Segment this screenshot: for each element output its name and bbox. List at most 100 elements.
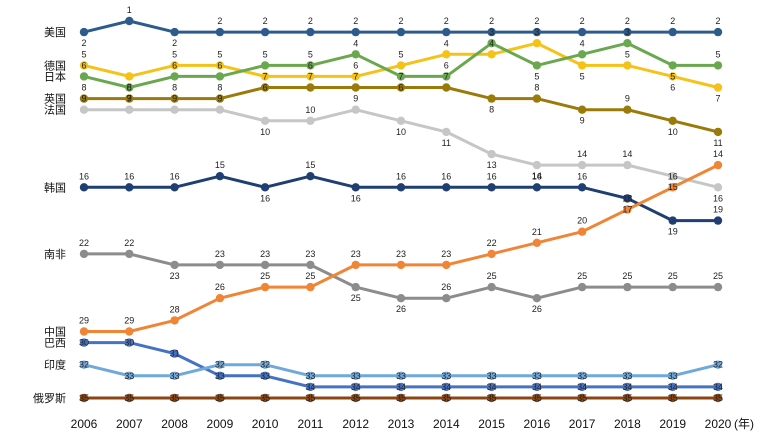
rank-value-label: 2 <box>172 38 177 48</box>
year-tick-label: 2017 <box>569 417 596 431</box>
data-point <box>713 127 723 137</box>
data-point <box>713 61 723 70</box>
rank-value-label: 10 <box>396 127 406 137</box>
rank-value-label: 22 <box>487 238 497 248</box>
data-point <box>351 260 360 270</box>
data-point <box>623 105 632 114</box>
rank-value-label: 16 <box>396 171 406 181</box>
data-point <box>713 183 723 192</box>
data-point <box>125 249 134 259</box>
rank-value-label: 4 <box>580 38 585 48</box>
rank-value-label: 9 <box>625 94 630 104</box>
rank-value-label: 8 <box>534 83 539 93</box>
data-point <box>260 282 270 292</box>
rank-value-label: 5 <box>217 49 222 59</box>
data-point <box>215 393 225 403</box>
rank-value-label: 35 <box>305 393 315 403</box>
data-point <box>396 61 406 70</box>
data-point <box>442 393 451 403</box>
data-point <box>306 72 315 81</box>
rank-value-label: 31 <box>170 349 180 359</box>
rank-value-label: 9 <box>127 94 132 104</box>
data-point <box>260 83 270 92</box>
data-point <box>532 393 542 403</box>
data-point <box>442 72 451 81</box>
rank-value-label: 35 <box>713 393 723 403</box>
rank-value-label: 16 <box>170 171 180 181</box>
data-point <box>713 160 723 170</box>
data-point <box>577 50 587 59</box>
rank-value-label: 3 <box>625 27 630 37</box>
data-point <box>442 294 451 303</box>
data-point <box>351 50 360 59</box>
country-label: 美国 <box>44 26 66 39</box>
data-point <box>577 61 587 70</box>
data-point <box>623 205 632 214</box>
rank-value-label: 5 <box>263 49 268 59</box>
rank-value-label: 33 <box>260 371 270 381</box>
year-tick-label: 2008 <box>161 417 188 431</box>
rank-value-label: 25 <box>351 293 361 303</box>
data-point <box>442 260 451 270</box>
rank-value-label: 9 <box>353 94 358 104</box>
rank-value-label: 6 <box>217 60 222 70</box>
rank-value-label: 35 <box>668 393 678 403</box>
rank-value-label: 7 <box>353 72 358 82</box>
data-point <box>577 183 587 192</box>
data-point <box>532 61 542 70</box>
rank-value-label: 7 <box>444 72 449 82</box>
rank-value-label: 7 <box>715 94 720 104</box>
year-tick-label: 2019 <box>659 417 686 431</box>
data-point <box>577 382 587 392</box>
rank-value-label: 25 <box>305 271 315 281</box>
data-point <box>306 393 315 403</box>
rank-value-label: 3 <box>489 27 494 37</box>
rank-value-label: 29 <box>79 316 89 326</box>
rank-value-label: 2 <box>580 16 585 26</box>
data-point <box>577 371 587 380</box>
data-point <box>668 282 677 292</box>
data-point <box>215 172 225 181</box>
data-point <box>668 382 677 392</box>
data-point <box>215 294 225 303</box>
rank-value-label: 5 <box>580 71 585 81</box>
year-tick-label: 2012 <box>342 417 369 431</box>
data-point <box>623 61 632 70</box>
rank-value-label: 4 <box>353 38 358 48</box>
rank-value-label: 2 <box>670 16 675 26</box>
data-point <box>79 360 89 369</box>
rank-value-label: 34 <box>441 382 451 392</box>
data-point <box>532 238 542 247</box>
rank-value-label: 25 <box>260 271 270 281</box>
data-point <box>623 393 632 403</box>
rank-value-label: 23 <box>170 271 180 281</box>
data-point <box>577 160 587 170</box>
rank-value-label: 34 <box>532 382 542 392</box>
rank-value-label: 33 <box>396 371 406 381</box>
rank-value-label: 16 <box>487 171 497 181</box>
data-point <box>170 94 179 103</box>
data-point <box>306 282 315 292</box>
rank-value-label: 2 <box>625 16 630 26</box>
rank-value-label: 8 <box>127 83 132 93</box>
data-point <box>215 360 225 369</box>
data-point <box>170 349 179 358</box>
rank-value-label: 14 <box>532 171 542 181</box>
data-point <box>487 50 496 59</box>
rank-value-label: 33 <box>532 371 542 381</box>
data-point <box>668 393 677 403</box>
rank-value-label: 16 <box>260 193 270 203</box>
rank-value-label: 2 <box>81 38 86 48</box>
rank-value-label: 9 <box>81 94 86 104</box>
rank-value-label: 34 <box>577 382 587 392</box>
rank-value-label: 33 <box>487 371 497 381</box>
data-point <box>170 61 179 70</box>
rank-value-label: 25 <box>577 271 587 281</box>
data-point <box>215 61 225 70</box>
data-point <box>713 83 723 92</box>
data-point <box>306 116 315 126</box>
data-point <box>532 94 542 103</box>
data-point <box>668 72 677 81</box>
data-point <box>170 371 179 380</box>
data-point <box>396 382 406 392</box>
